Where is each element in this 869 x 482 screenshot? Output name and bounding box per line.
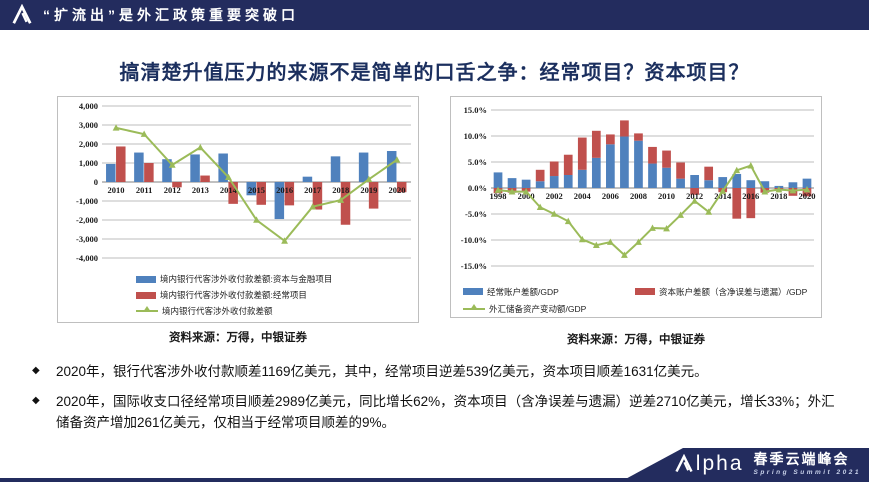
left-chart-plot: 4,000 3,000 2,000 1,000 0 -1,000 -2,000 -3,000 -… (76, 101, 411, 263)
svg-text:2019: 2019 (360, 185, 377, 195)
alpha-logo: lpha (674, 452, 744, 476)
legend-row: 经常账户差额/GDP 资本账户差额（含净误差与遗漏）/GDP (463, 283, 813, 300)
svg-text:4,000: 4,000 (79, 101, 98, 111)
bullet-text: 2020年，国际收支口径经常项目顺差2989亿美元，同比增长62%，资本项目（含… (56, 393, 835, 430)
svg-text:2010: 2010 (658, 191, 675, 201)
header-bar: “扩流出”是外汇政策重要突破口 (0, 0, 869, 30)
svg-text:2006: 2006 (602, 191, 619, 201)
legend-item: 境内银行代客涉外收付款差额 (136, 303, 332, 319)
svg-text:2000: 2000 (518, 191, 535, 201)
alpha-triangle-logo-icon (12, 4, 32, 24)
svg-text:2015: 2015 (248, 185, 265, 195)
svg-text:0: 0 (94, 177, 98, 187)
svg-text:3,000: 3,000 (79, 120, 98, 130)
svg-text:2013: 2013 (192, 185, 209, 195)
svg-text:2016: 2016 (742, 191, 759, 201)
legend-item: 境内银行代客涉外收付款差额:资本与金融项目 (136, 271, 332, 287)
svg-text:2016: 2016 (276, 185, 293, 195)
svg-text:2018: 2018 (770, 191, 787, 201)
legend-label: 境内银行代客涉外收付款差额 (162, 306, 273, 316)
svg-text:-3,000: -3,000 (76, 234, 98, 244)
green-line-swatch-icon (136, 306, 158, 312)
legend-item: 境内银行代客涉外收付款差额:经常项目 (136, 287, 332, 303)
svg-text:-15.0%: -15.0% (461, 261, 487, 271)
green-line-swatch-icon (463, 303, 485, 310)
legend-label: 资本账户差额（含净误差与遗漏）/GDP (659, 286, 808, 297)
svg-text:2002: 2002 (546, 191, 563, 201)
svg-text:2,000: 2,000 (79, 139, 98, 149)
blue-swatch-icon (463, 288, 483, 295)
svg-text:2017: 2017 (304, 185, 322, 195)
legend-row: 外汇储备资产变动额/GDP (463, 300, 813, 317)
right-chart-legend: 经常账户差额/GDP 资本账户差额（含净误差与遗漏）/GDP 外汇储备资产变动额… (463, 283, 813, 317)
chart-panel-right: 15.0% 10.0% 5.0% 0.0% -5.0% -10.0% -15.0% 1998 2… (450, 96, 822, 318)
svg-text:-1,000: -1,000 (76, 196, 98, 206)
left-chart-source: 资料来源：万得，中银证券 (169, 332, 307, 344)
footer-brand: lpha 春季云端峰会 Spring Summit 2021 (674, 450, 862, 476)
svg-text:5.0%: 5.0% (468, 157, 487, 167)
footer-band-shape (550, 448, 869, 482)
svg-text:-4,000: -4,000 (76, 253, 98, 263)
svg-text:2014: 2014 (220, 185, 238, 195)
bullet-text: 2020年，银行代客涉外收付款顺差1169亿美元，其中，经常项目逆差539亿美元… (56, 364, 708, 379)
summit-name-cn: 春季云端峰会 (753, 450, 850, 467)
legend-label: 外汇储备资产变动额/GDP (489, 303, 587, 314)
bullet-list: ◆ 2020年，银行代客涉外收付款顺差1169亿美元，其中，经常项目逆差539亿… (32, 362, 844, 443)
svg-text:2020: 2020 (798, 191, 815, 201)
chart-panel-left: 4,000 3,000 2,000 1,000 0 -1,000 -2,000 -3,000 -… (57, 96, 419, 323)
diamond-bullet-icon: ◆ (32, 394, 40, 406)
svg-text:2012: 2012 (686, 191, 703, 201)
svg-text:2012: 2012 (164, 185, 181, 195)
svg-text:15.0%: 15.0% (464, 105, 487, 115)
svg-text:0.0%: 0.0% (468, 183, 487, 193)
svg-text:1998: 1998 (490, 191, 507, 201)
bullet-item: ◆ 2020年，银行代客涉外收付款顺差1169亿美元，其中，经常项目逆差539亿… (32, 362, 844, 383)
legend-label: 境内银行代客涉外收付款差额:资本与金融项目 (160, 274, 333, 284)
right-chart-plot: 15.0% 10.0% 5.0% 0.0% -5.0% -10.0% -15.0% 1998 2… (461, 105, 816, 271)
blue-swatch-icon (136, 275, 156, 283)
svg-text:-5.0%: -5.0% (465, 209, 487, 219)
svg-text:2011: 2011 (136, 185, 153, 195)
legend-label: 境内银行代客涉外收付款差额:经常项目 (160, 290, 307, 300)
legend-item: 资本账户差额（含净误差与遗漏）/GDP (635, 286, 813, 298)
svg-text:2020: 2020 (388, 185, 405, 195)
bottom-accent-strip (0, 478, 869, 482)
svg-text:2010: 2010 (108, 185, 125, 195)
page-title: 搞清楚升值压力的来源不是简单的口舌之争：经常项目？资本项目？ (119, 62, 750, 84)
svg-text:2004: 2004 (574, 191, 592, 201)
svg-text:2018: 2018 (332, 185, 349, 195)
left-chart-legend: 境内银行代客涉外收付款差额:资本与金融项目 境内银行代客涉外收付款差额:经常项目… (136, 271, 332, 319)
svg-text:2014: 2014 (714, 191, 732, 201)
summit-name-en: Spring Summit 2021 (753, 469, 861, 476)
header-title: “扩流出”是外汇政策重要突破口 (43, 7, 299, 23)
alpha-triangle-logo-icon (675, 453, 693, 472)
right-chart-source: 资料来源：万得，中银证券 (567, 334, 705, 346)
svg-text:2008: 2008 (630, 191, 647, 201)
red-swatch-icon (635, 288, 655, 295)
svg-text:1,000: 1,000 (79, 158, 98, 168)
diamond-bullet-icon: ◆ (32, 365, 40, 376)
svg-text:-10.0%: -10.0% (461, 235, 487, 245)
red-swatch-icon (136, 291, 156, 299)
svg-text:-2,000: -2,000 (76, 215, 98, 225)
summit-name-block: 春季云端峰会 Spring Summit 2021 (753, 450, 862, 476)
svg-text:10.0%: 10.0% (464, 131, 487, 141)
alpha-wordmark: lpha (695, 451, 744, 475)
bullet-item: ◆ 2020年，国际收支口径经常项目顺差2989亿美元，同比增长62%，资本项目… (32, 392, 844, 434)
legend-label: 经常账户差额/GDP (487, 286, 559, 297)
